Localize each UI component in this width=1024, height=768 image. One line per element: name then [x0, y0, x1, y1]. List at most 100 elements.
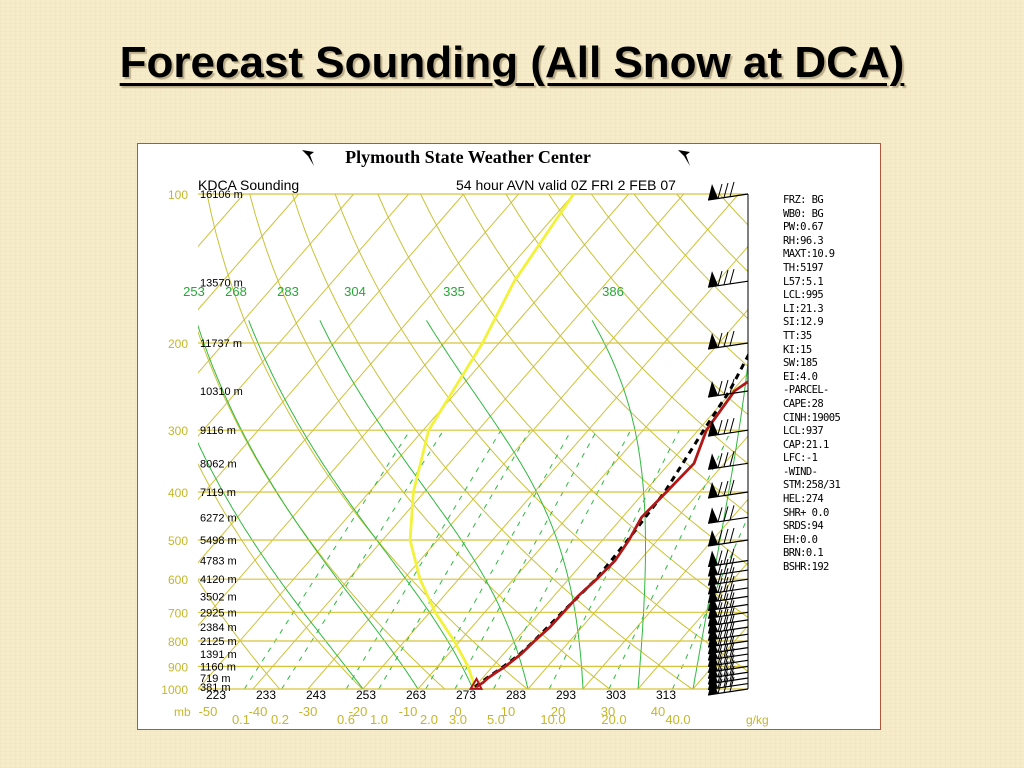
- wind-barb: [707, 584, 749, 603]
- wind-barb-staff: [707, 587, 749, 595]
- height-label: 5498 m: [200, 535, 237, 547]
- kelvin-mid-label: 304: [344, 284, 366, 299]
- stats-line: SHR+ 0.0: [783, 506, 829, 519]
- pressure-tick-label: 200: [168, 337, 188, 351]
- temperature-tick-label: 20: [551, 704, 565, 719]
- chart-header: Plymouth State Weather Center: [302, 147, 690, 167]
- mixing-ratio-line: [454, 429, 598, 690]
- wind-barb-feather: [717, 559, 723, 575]
- wind-barb: [707, 479, 749, 499]
- wind-barb-staff: [707, 342, 749, 350]
- pressure-tick-label: 100: [168, 188, 188, 202]
- isotherm-line: [198, 193, 300, 311]
- wind-barb-flag: [708, 507, 718, 524]
- height-label: 7119 m: [200, 487, 236, 499]
- wind-barb-feather: [723, 677, 729, 693]
- wind-barb-feather: [723, 506, 729, 521]
- isotherm-line: [582, 498, 748, 690]
- temperature-profile-line: [475, 380, 748, 688]
- height-label: 8062 m: [200, 458, 237, 470]
- stats-line: PW:0.67: [783, 221, 824, 234]
- wind-barb-feather: [723, 549, 729, 565]
- wind-barb-staff: [707, 516, 749, 524]
- dry-adiabat-line: [198, 579, 281, 690]
- station-label: KDCA Sounding: [198, 177, 299, 193]
- wind-barb-staff: [707, 280, 749, 288]
- moist-adiabat-line: [319, 320, 529, 690]
- temperature-tick-label: -40: [249, 704, 268, 719]
- wind-barb-staff: [707, 688, 749, 696]
- wind-barb-feather: [723, 379, 729, 395]
- temperature-tick-label: 30: [601, 704, 615, 719]
- wind-barb: [707, 451, 749, 470]
- height-label: 381 m: [200, 682, 231, 694]
- wind-barb: [707, 575, 749, 595]
- pressure-tick-label: 300: [168, 424, 188, 438]
- wind-barb-staff: [707, 626, 749, 634]
- stats-line: EH:0.0: [783, 533, 818, 546]
- dry-adiabat-line: [291, 193, 693, 690]
- wind-barb-staff: [707, 462, 749, 470]
- wind-barb-staff: [707, 665, 749, 673]
- isotherm-line: [527, 435, 748, 690]
- wind-barb-feather: [717, 569, 723, 584]
- temperature-tick-label: 40: [651, 704, 665, 719]
- pressure-tick-label: 1000: [161, 683, 188, 697]
- wind-barb-flag: [708, 529, 718, 546]
- mixing-ratio-label: 0.1: [232, 712, 250, 727]
- kelvin-label: 303: [606, 688, 626, 702]
- wind-barb-staff: [707, 569, 749, 577]
- wind-barb-feather: [717, 507, 723, 522]
- wind-barb: [707, 567, 749, 586]
- mixing-ratio-label: 5.0: [487, 712, 505, 727]
- temperature-tick-label: -30: [299, 704, 318, 719]
- wind-barb-flag: [708, 453, 718, 470]
- kelvin-label: 223: [206, 688, 226, 702]
- chart-header-title: Plymouth State Weather Center: [345, 147, 591, 167]
- mixing-ratio-line: [281, 429, 444, 690]
- stats-line: CAP:21.1: [783, 438, 829, 451]
- wind-barb-feather: [717, 183, 723, 199]
- wind-barb-feather: [729, 451, 735, 466]
- wind-barb: [707, 181, 749, 201]
- mixing-ratio-label: 10.0: [540, 712, 565, 727]
- wind-barb-feather: [723, 528, 729, 544]
- wind-barb: [707, 330, 749, 350]
- dry-adiabat-line: [198, 330, 446, 690]
- wind-barb-feather: [723, 593, 729, 609]
- wind-barb-flag: [708, 271, 718, 288]
- stats-line: FRZ: BG: [783, 194, 824, 206]
- wind-barb-staff: [707, 491, 749, 499]
- wind-barb-feather: [723, 576, 729, 592]
- temperature-tick-label: 10: [501, 704, 515, 719]
- kelvin-mid-label: 335: [443, 284, 465, 299]
- mixing-ratio-label: 20.0: [601, 712, 626, 727]
- wind-barb-feather: [723, 270, 729, 285]
- mixing-ratio-label: 1.0: [370, 712, 388, 727]
- skew-t-svg: Plymouth State Weather Center KDCA Sound…: [161, 147, 769, 727]
- pressure-tick-label: 800: [168, 635, 188, 649]
- wind-barb-feather: [723, 649, 729, 664]
- wind-barb-flag: [708, 184, 718, 200]
- stats-line: WB0: BG: [783, 207, 824, 220]
- height-label: 10310 m: [200, 386, 243, 398]
- height-label: 11737 m: [200, 338, 242, 350]
- wind-barb-flag: [708, 577, 718, 594]
- temperature-axis-prefix: mb: [174, 705, 191, 719]
- wind-barb-feather: [729, 378, 735, 394]
- wind-barbs: [707, 181, 749, 696]
- isotherm-line: [472, 372, 748, 690]
- dry-adiabat-line: [249, 193, 611, 690]
- wind-barb-flag: [708, 560, 718, 577]
- wind-barb-feather: [717, 380, 723, 396]
- wind-barb-staff: [707, 619, 749, 627]
- wind-barb-staff: [707, 559, 749, 568]
- background-lines: [198, 193, 748, 690]
- wind-barb-flag: [708, 550, 718, 567]
- wind-barb-staff: [707, 640, 749, 648]
- dry-adiabat-line: [206, 193, 528, 690]
- height-label: 13570 m: [200, 278, 243, 290]
- wind-barb-feather: [723, 419, 729, 434]
- dry-adiabat-line: [334, 193, 748, 672]
- mixing-ratio-unit: g/kg: [746, 713, 769, 727]
